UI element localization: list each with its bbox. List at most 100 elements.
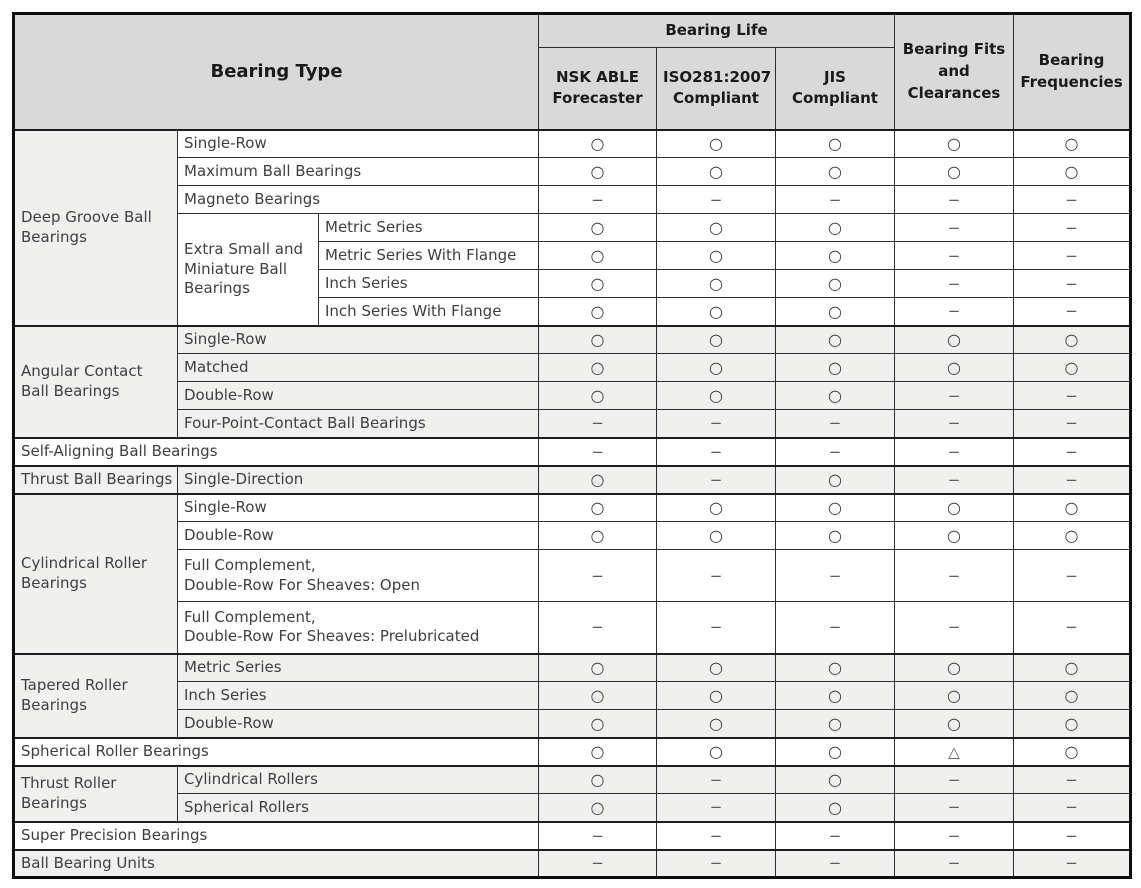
dash-symbol: − [656,601,776,654]
dash-symbol: − [1013,764,1131,794]
circle-symbol: ○ [538,793,657,822]
circle-symbol: ○ [894,681,1014,710]
circle-symbol: ○ [894,492,1014,522]
circle-symbol: ○ [656,709,776,738]
circle-symbol: ○ [894,709,1014,738]
circle-symbol: ○ [1013,681,1131,710]
circle-symbol: ○ [775,492,895,522]
table-header: Bearing Type Bearing Life Bearing Fits a… [13,13,1131,130]
bearing-type-label: Single-Direction [177,464,539,494]
table-row: Deep Groove Ball Bearings Single-Row ○ ○ ○ ○ ○ [13,128,1131,326]
circle-symbol: ○ [656,157,776,186]
circle-symbol: ○ [656,492,776,522]
table-row: Metric Series With Flange ○ ○ ○ − − [14,241,1131,270]
table-row: Cylindrical Roller Bearings Single-Row ○ ○ ○… [13,492,1131,654]
bearing-type-label: Extra Small and Miniature Ball Bearings [177,213,319,326]
circle-symbol: ○ [775,764,895,794]
circle-symbol: ○ [775,297,895,326]
table-row: Self-Aligning Ball Bearings − − − − − [13,436,1131,466]
table-row: Double-Row ○ ○ ○ ○ ○ [14,521,1131,550]
bearing-type-label: Maximum Ball Bearings [177,157,539,186]
bearing-type-label: Double-Row [177,381,539,410]
dash-symbol: − [894,793,1014,822]
bearing-type-label: Double-Row [177,521,539,550]
table-row: Spherical Rollers ○ − ○ − − [14,793,1131,822]
table-row: Four-Point-Contact Ball Bearings − − − − − [14,409,1131,438]
circle-symbol: ○ [538,157,657,186]
circle-symbol: ○ [538,492,657,522]
dash-symbol: − [538,601,657,654]
dash-symbol: − [775,848,895,878]
dash-symbol: − [1013,213,1131,242]
circle-symbol: ○ [775,157,895,186]
header-row-sub: NSK ABLE Forecaster ISO281:2007 Complian… [14,47,1131,130]
dash-symbol: − [656,820,776,850]
circle-symbol: ○ [656,297,776,326]
circle-symbol: ○ [1013,652,1131,682]
dash-symbol: − [538,820,657,850]
dash-symbol: − [775,549,895,602]
bearing-type-label: Four-Point-Contact Ball Bearings [177,409,539,438]
table-row: Inch Series ○ ○ ○ − − [14,269,1131,298]
bearing-group-label: Tapered Roller Bearings [13,652,178,738]
circle-symbol: ○ [538,464,657,494]
circle-symbol: ○ [775,353,895,382]
dash-symbol: − [538,409,657,438]
dash-symbol: − [894,185,1014,214]
circle-symbol: ○ [894,157,1014,186]
dash-symbol: − [894,436,1014,466]
table-row: Super Precision Bearings − − − − − [13,820,1131,850]
circle-symbol: ○ [775,793,895,822]
circle-symbol: ○ [538,652,657,682]
circle-symbol: ○ [656,324,776,354]
dash-symbol: − [1013,601,1131,654]
bearing-type-header: Bearing Type [13,13,539,130]
dash-symbol: − [656,409,776,438]
circle-symbol: ○ [894,652,1014,682]
circle-symbol: ○ [894,324,1014,354]
circle-symbol: ○ [1013,324,1131,354]
circle-symbol: ○ [538,269,657,298]
bearing-type-label: Single-Row [177,492,539,522]
circle-symbol: ○ [894,353,1014,382]
dash-symbol: − [894,409,1014,438]
circle-symbol: ○ [775,128,895,158]
dash-symbol: − [1013,793,1131,822]
dash-symbol: − [1013,436,1131,466]
bearing-type-label: Inch Series [177,681,539,710]
bearing-availability-table: Bearing Type Bearing Life Bearing Fits a… [12,12,1132,879]
bearing-type-label: Cylindrical Rollers [177,764,539,794]
dash-symbol: − [894,297,1014,326]
dash-symbol: − [894,549,1014,602]
circle-symbol: ○ [538,297,657,326]
circle-symbol: ○ [894,521,1014,550]
circle-symbol: ○ [538,324,657,354]
circle-symbol: ○ [1013,353,1131,382]
circle-symbol: ○ [1013,736,1131,766]
circle-symbol: ○ [1013,521,1131,550]
bearing-type-label: Full Complement, Double-Row For Sheaves:… [177,549,539,602]
bearing-type-label: Metric Series With Flange [318,241,539,270]
circle-symbol: ○ [538,213,657,242]
bearing-type-label: Ball Bearing Units [13,848,539,878]
dash-symbol: − [894,213,1014,242]
bearing-fits-header: Bearing Fits and Clearances [894,13,1014,130]
circle-symbol: ○ [775,241,895,270]
dash-symbol: − [1013,269,1131,298]
circle-symbol: ○ [775,681,895,710]
circle-symbol: ○ [656,241,776,270]
dash-symbol: − [775,820,895,850]
dash-symbol: − [656,793,776,822]
dash-symbol: − [1013,820,1131,850]
dash-symbol: − [894,601,1014,654]
circle-symbol: ○ [1013,128,1131,158]
circle-symbol: ○ [656,681,776,710]
table-row: Double-Row ○ ○ ○ ○ ○ [14,709,1131,738]
table-row: Double-Row ○ ○ ○ − − [14,381,1131,410]
bearing-group-label: Thrust Ball Bearings [13,464,178,494]
circle-symbol: ○ [656,269,776,298]
circle-symbol: ○ [538,764,657,794]
dash-symbol: − [1013,185,1131,214]
circle-symbol: ○ [538,381,657,410]
